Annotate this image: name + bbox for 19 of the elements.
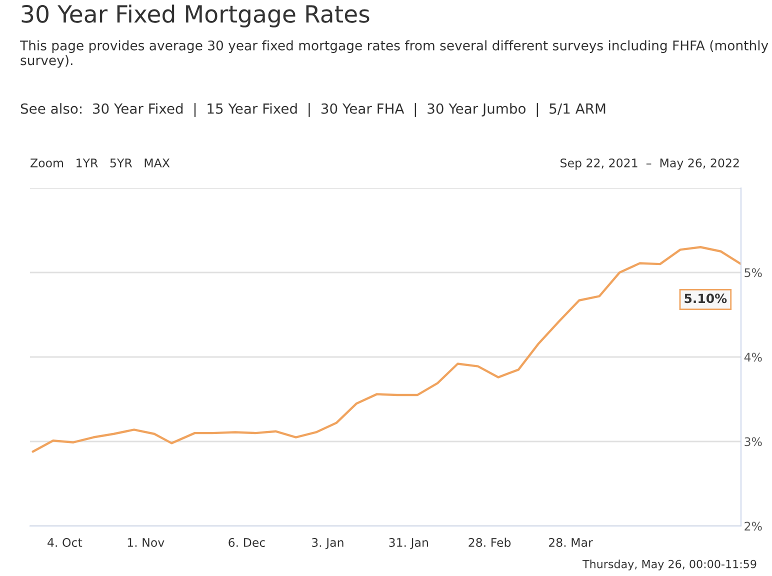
y-tick-label: 4% (744, 352, 762, 362)
y-tick-label: 2% (744, 522, 762, 531)
text: Sep 22, 2021 – May 26, 2022 (560, 158, 739, 170)
chart-subtitle: This page provides average 30 year fixed mortgage rates from several different surveys including FHFA (monthly survey). (20, 40, 768, 68)
x-tick-label: 1. Nov (128, 538, 164, 547)
text: Zoom 1YR 5YR MAX (30, 158, 170, 168)
text: See also: 30 Year Fixed | 15 Year Fixed | 30 Year FHA | 30 Year Jumbo | 5/1 ARM (20, 103, 606, 117)
x-tick-label: 28. Mar (548, 538, 593, 547)
text: Thursday, May 26, 00:00-11:59 (582, 560, 756, 570)
x-tick-label: 31. Jan (389, 538, 428, 550)
x-tick-label: 4. Oct (48, 538, 82, 547)
y-tick-label: 5% (744, 268, 762, 278)
chart-title: 30 Year Fixed Mortgage Rates (22, 4, 370, 28)
x-tick-label: 28. Feb (468, 538, 511, 547)
y-tick-label: 3% (744, 437, 762, 446)
annotation: 5.10% (684, 294, 727, 304)
x-tick-label: 6. Dec (228, 538, 265, 547)
x-tick-label: 3. Jan (312, 538, 344, 550)
line-series (32, 246, 741, 453)
